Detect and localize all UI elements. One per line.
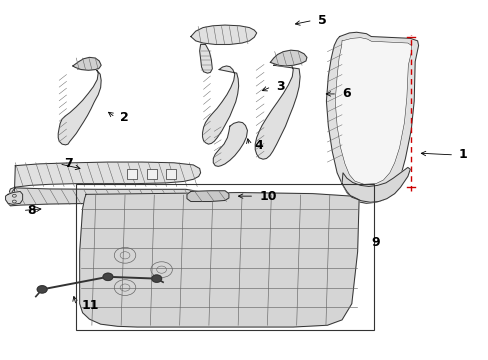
Polygon shape <box>270 50 306 66</box>
Polygon shape <box>9 162 200 195</box>
Text: 4: 4 <box>254 139 263 152</box>
Polygon shape <box>199 44 212 73</box>
Polygon shape <box>80 193 358 327</box>
Polygon shape <box>5 192 22 204</box>
Text: 5: 5 <box>317 14 325 27</box>
Text: 11: 11 <box>81 299 99 312</box>
Text: 8: 8 <box>27 204 36 217</box>
Polygon shape <box>213 122 247 166</box>
Text: 10: 10 <box>259 190 276 203</box>
Polygon shape <box>341 167 409 202</box>
Polygon shape <box>202 66 238 144</box>
Text: 2: 2 <box>120 111 129 124</box>
Circle shape <box>152 275 161 282</box>
Polygon shape <box>186 191 228 202</box>
Polygon shape <box>58 64 101 145</box>
Text: 3: 3 <box>276 80 284 93</box>
Text: 1: 1 <box>458 148 467 161</box>
Text: 9: 9 <box>370 236 379 249</box>
Bar <box>127 168 137 179</box>
Polygon shape <box>8 188 201 206</box>
Bar <box>76 184 373 330</box>
Polygon shape <box>190 25 256 44</box>
Text: 7: 7 <box>64 157 73 170</box>
Polygon shape <box>73 57 101 70</box>
Bar <box>166 168 176 179</box>
Polygon shape <box>326 32 418 203</box>
Polygon shape <box>334 38 411 184</box>
Bar <box>147 168 157 179</box>
Circle shape <box>37 286 47 293</box>
Text: 6: 6 <box>341 87 350 100</box>
Polygon shape <box>255 61 300 159</box>
Circle shape <box>103 273 113 280</box>
